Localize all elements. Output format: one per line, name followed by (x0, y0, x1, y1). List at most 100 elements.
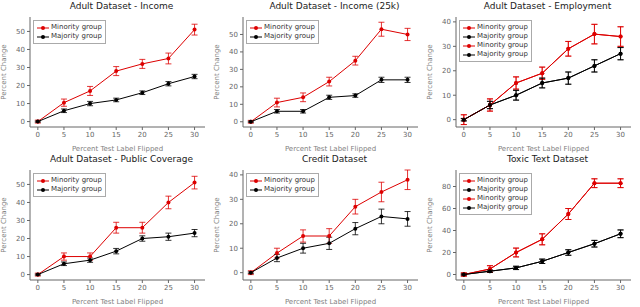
svg-text:20: 20 (442, 249, 451, 257)
svg-text:10: 10 (299, 284, 308, 292)
svg-text:30: 30 (229, 66, 238, 74)
svg-text:20: 20 (564, 284, 573, 292)
svg-text:30: 30 (190, 131, 199, 139)
svg-text:0: 0 (462, 131, 466, 139)
svg-text:15: 15 (538, 284, 547, 292)
svg-text:Percent Change: Percent Change (426, 197, 434, 252)
html-text:Minority group: Minority group (477, 41, 528, 49)
svg-text:10: 10 (512, 284, 521, 292)
svg-text:20: 20 (229, 83, 238, 91)
svg-text:15: 15 (538, 131, 547, 139)
svg-text:Percent Change: Percent Change (8, 197, 9, 252)
svg-text:Percent Test Label Flipped: Percent Test Label Flipped (498, 145, 589, 153)
svg-text:Percent Change: Percent Change (213, 44, 221, 99)
svg-text:25: 25 (164, 131, 173, 139)
svg-text:0: 0 (249, 131, 253, 139)
svg-text:50: 50 (229, 31, 238, 39)
svg-text:10: 10 (512, 131, 521, 139)
svg-text:25: 25 (377, 284, 386, 292)
svg-text:40: 40 (229, 171, 238, 179)
svg-text:15: 15 (112, 131, 121, 139)
svg-text:5: 5 (275, 284, 279, 292)
svg-text:10: 10 (16, 100, 25, 108)
svg-text:0: 0 (21, 271, 25, 279)
html-text:Majority group: Majority group (51, 32, 102, 40)
svg-text:0: 0 (234, 118, 238, 126)
svg-text:40: 40 (229, 48, 238, 56)
svg-text:Percent Test Label Flipped: Percent Test Label Flipped (285, 298, 376, 306)
svg-text:10: 10 (442, 92, 451, 100)
svg-text:30: 30 (229, 196, 238, 204)
svg-text:20: 20 (564, 131, 573, 139)
svg-text:10: 10 (229, 245, 238, 253)
svg-text:20: 20 (351, 284, 360, 292)
svg-text:25: 25 (590, 131, 599, 139)
html-text:Credit Dataset: Credit Dataset (301, 154, 368, 164)
html-text:Adult Dataset - Public Coverag: Adult Dataset - Public Coverage (49, 154, 194, 164)
svg-text:10: 10 (16, 253, 25, 261)
svg-text:10: 10 (229, 101, 238, 109)
svg-text:50: 50 (16, 181, 25, 189)
svg-text:30: 30 (403, 284, 412, 292)
svg-text:5: 5 (62, 131, 66, 139)
svg-text:0: 0 (36, 284, 40, 292)
svg-text:0: 0 (249, 284, 253, 292)
svg-text:0: 0 (447, 116, 451, 124)
svg-text:Percent Test Label Flipped: Percent Test Label Flipped (285, 145, 376, 153)
svg-text:0: 0 (462, 284, 466, 292)
svg-text:0: 0 (234, 269, 238, 277)
svg-text:40: 40 (442, 227, 451, 235)
svg-text:80: 80 (442, 183, 451, 191)
svg-text:5: 5 (488, 131, 492, 139)
svg-text:15: 15 (325, 131, 334, 139)
svg-text:10: 10 (299, 131, 308, 139)
svg-text:30: 30 (403, 131, 412, 139)
svg-text:40: 40 (442, 18, 451, 26)
svg-text:Percent Test Label Flipped: Percent Test Label Flipped (72, 145, 163, 153)
svg-text:5: 5 (62, 284, 66, 292)
html-text:Majority group: Majority group (264, 32, 315, 40)
html-text:Minority group: Minority group (264, 23, 315, 31)
svg-text:5: 5 (275, 131, 279, 139)
svg-text:30: 30 (16, 64, 25, 72)
svg-text:20: 20 (229, 220, 238, 228)
svg-text:20: 20 (351, 131, 360, 139)
svg-text:Percent Change: Percent Change (8, 44, 9, 99)
svg-text:60: 60 (442, 205, 451, 213)
html-text:Minority group: Minority group (51, 23, 102, 31)
svg-text:50: 50 (16, 28, 25, 36)
svg-text:30: 30 (442, 43, 451, 51)
svg-text:30: 30 (190, 284, 199, 292)
html-text:Adult Dataset - Income (25k): Adult Dataset - Income (25k) (269, 1, 400, 11)
svg-text:40: 40 (16, 199, 25, 207)
svg-text:Percent Change: Percent Change (213, 197, 221, 252)
svg-text:25: 25 (377, 131, 386, 139)
svg-text:Percent Test Label Flipped: Percent Test Label Flipped (72, 298, 163, 306)
svg-text:20: 20 (16, 82, 25, 90)
html-text:Minority group: Minority group (477, 23, 528, 31)
html-text:Adult Dataset - Income: Adult Dataset - Income (69, 1, 174, 11)
svg-text:0: 0 (36, 131, 40, 139)
svg-text:30: 30 (616, 131, 625, 139)
svg-text:25: 25 (164, 284, 173, 292)
svg-text:Percent Test Label Flipped: Percent Test Label Flipped (498, 298, 589, 306)
svg-text:Percent Change: Percent Change (426, 44, 434, 99)
svg-text:30: 30 (16, 217, 25, 225)
svg-text:0: 0 (447, 271, 451, 279)
svg-text:5: 5 (488, 284, 492, 292)
svg-text:15: 15 (325, 284, 334, 292)
svg-text:30: 30 (616, 284, 625, 292)
html-text:Toxic Text Dataset: Toxic Text Dataset (506, 154, 589, 164)
svg-text:20: 20 (138, 284, 147, 292)
svg-text:10: 10 (86, 131, 95, 139)
svg-text:20: 20 (442, 67, 451, 75)
svg-text:15: 15 (112, 284, 121, 292)
svg-text:25: 25 (590, 284, 599, 292)
svg-text:20: 20 (138, 131, 147, 139)
html-text:Majority group: Majority group (477, 32, 528, 40)
svg-text:10: 10 (86, 284, 95, 292)
svg-text:20: 20 (16, 235, 25, 243)
html-text:Adult Dataset - Employment: Adult Dataset - Employment (483, 1, 612, 11)
svg-text:0: 0 (21, 118, 25, 126)
svg-text:40: 40 (16, 46, 25, 54)
